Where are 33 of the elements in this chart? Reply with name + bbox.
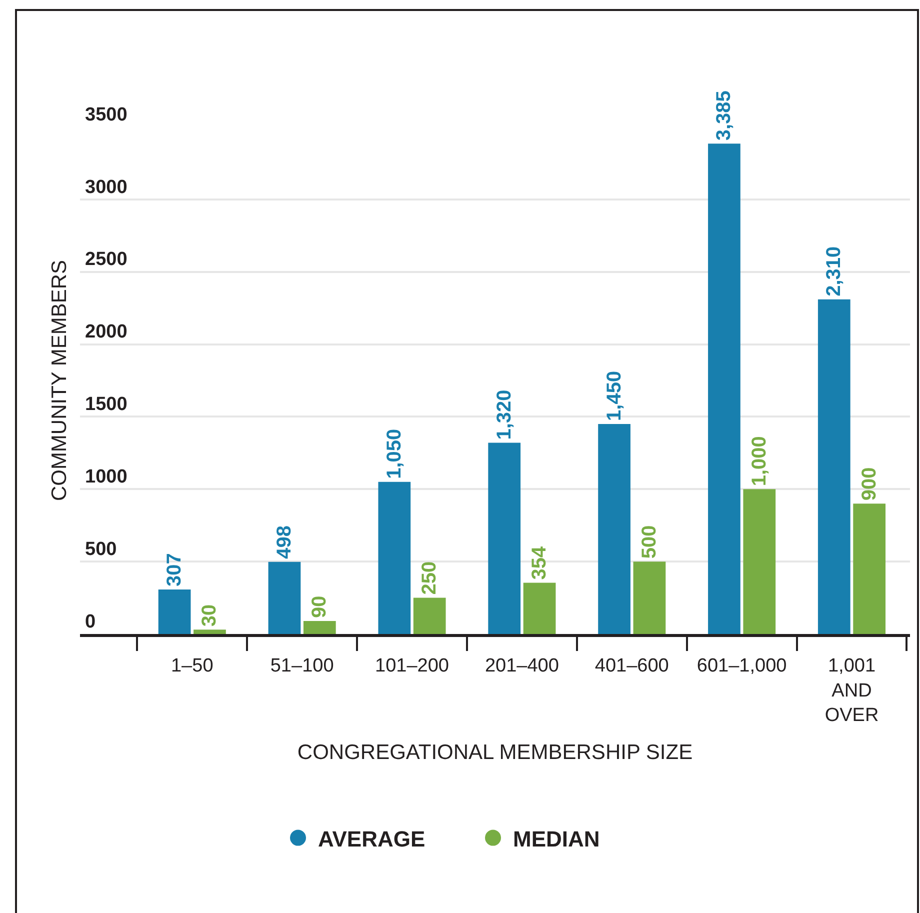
y-tick-label: 3000 <box>85 176 128 198</box>
y-tick-label: 1500 <box>85 394 128 416</box>
x-tick-label: 401–600 <box>594 656 669 677</box>
y-tick-label: 2000 <box>85 322 128 343</box>
data-label: 3,385 <box>713 90 736 141</box>
data-label: 354 <box>528 545 551 580</box>
data-label: 90 <box>308 596 331 618</box>
x-tick-label: 1,001 AND OVER <box>824 656 879 726</box>
data-label: 307 <box>164 553 186 587</box>
data-label: 2,310 <box>823 246 846 296</box>
y-tick-label: 3500 <box>85 104 128 126</box>
data-label: 30 <box>198 604 221 627</box>
x-axis-title: CONGREGATIONAL MEMBERSHIP SIZE <box>297 741 693 764</box>
legend-label: MEDIAN <box>513 826 600 852</box>
y-axis-title: COMMUNITY MEMBERS <box>48 260 72 502</box>
data-label: 1,320 <box>493 390 516 440</box>
data-label: 500 <box>638 525 660 559</box>
data-label: 1,050 <box>383 428 406 479</box>
legend-label: AVERAGE <box>318 826 426 852</box>
x-tick-label: 101–200 <box>375 656 449 677</box>
y-tick-label: 0 <box>85 611 96 632</box>
data-label: 498 <box>273 525 296 559</box>
y-tick-label: 2500 <box>85 249 128 270</box>
data-label: 900 <box>858 467 880 501</box>
x-tick-label: 1–50 <box>170 656 214 677</box>
x-tick-label: 51–100 <box>270 656 334 677</box>
data-label: 250 <box>418 561 441 595</box>
x-tick-label: 601–1,000 <box>696 656 787 677</box>
x-tick-label: 201–400 <box>484 656 559 677</box>
data-label: 1,000 <box>748 436 770 486</box>
data-label: 1,450 <box>603 370 626 421</box>
y-tick-label: 1000 <box>85 466 128 488</box>
y-tick-label: 500 <box>85 538 117 560</box>
